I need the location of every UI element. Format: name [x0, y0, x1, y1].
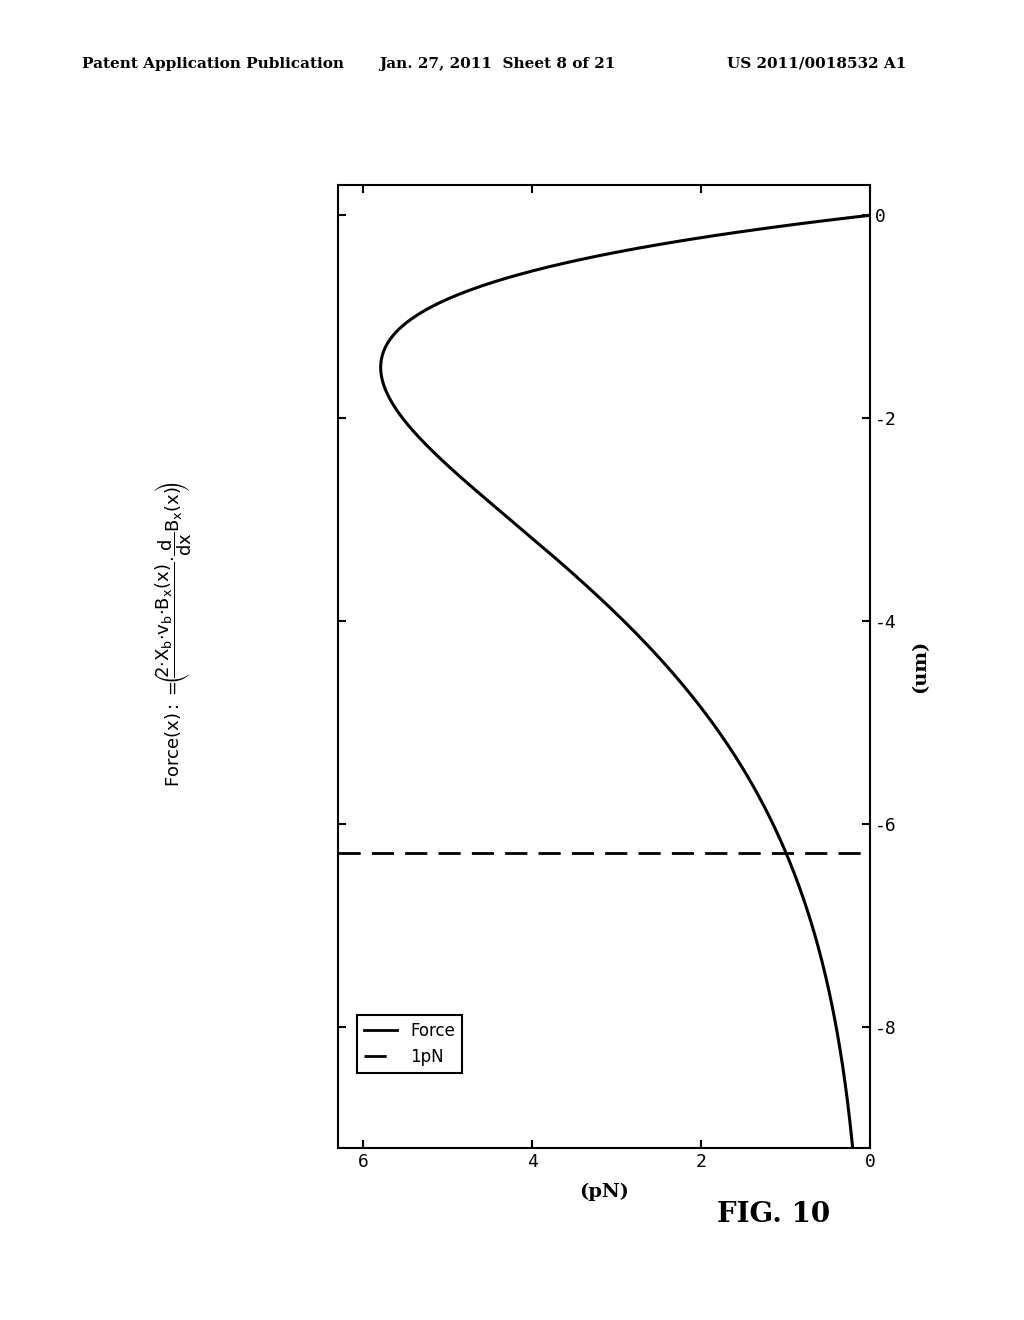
Y-axis label: (um): (um)	[911, 640, 929, 693]
Text: US 2011/0018532 A1: US 2011/0018532 A1	[727, 57, 906, 71]
Text: Jan. 27, 2011  Sheet 8 of 21: Jan. 27, 2011 Sheet 8 of 21	[379, 57, 615, 71]
Legend: Force, 1pN: Force, 1pN	[357, 1015, 462, 1073]
X-axis label: (pN): (pN)	[580, 1183, 629, 1201]
Text: Patent Application Publication: Patent Application Publication	[82, 57, 344, 71]
Text: FIG. 10: FIG. 10	[717, 1201, 829, 1228]
Text: $\mathrm{Force(x) := \!\!\left(\!\! \dfrac{2{\cdot}X_b{\cdot}v_b{\cdot}B_x(x)}{\: $\mathrm{Force(x) := \!\!\left(\!\! \dfr…	[154, 480, 195, 787]
